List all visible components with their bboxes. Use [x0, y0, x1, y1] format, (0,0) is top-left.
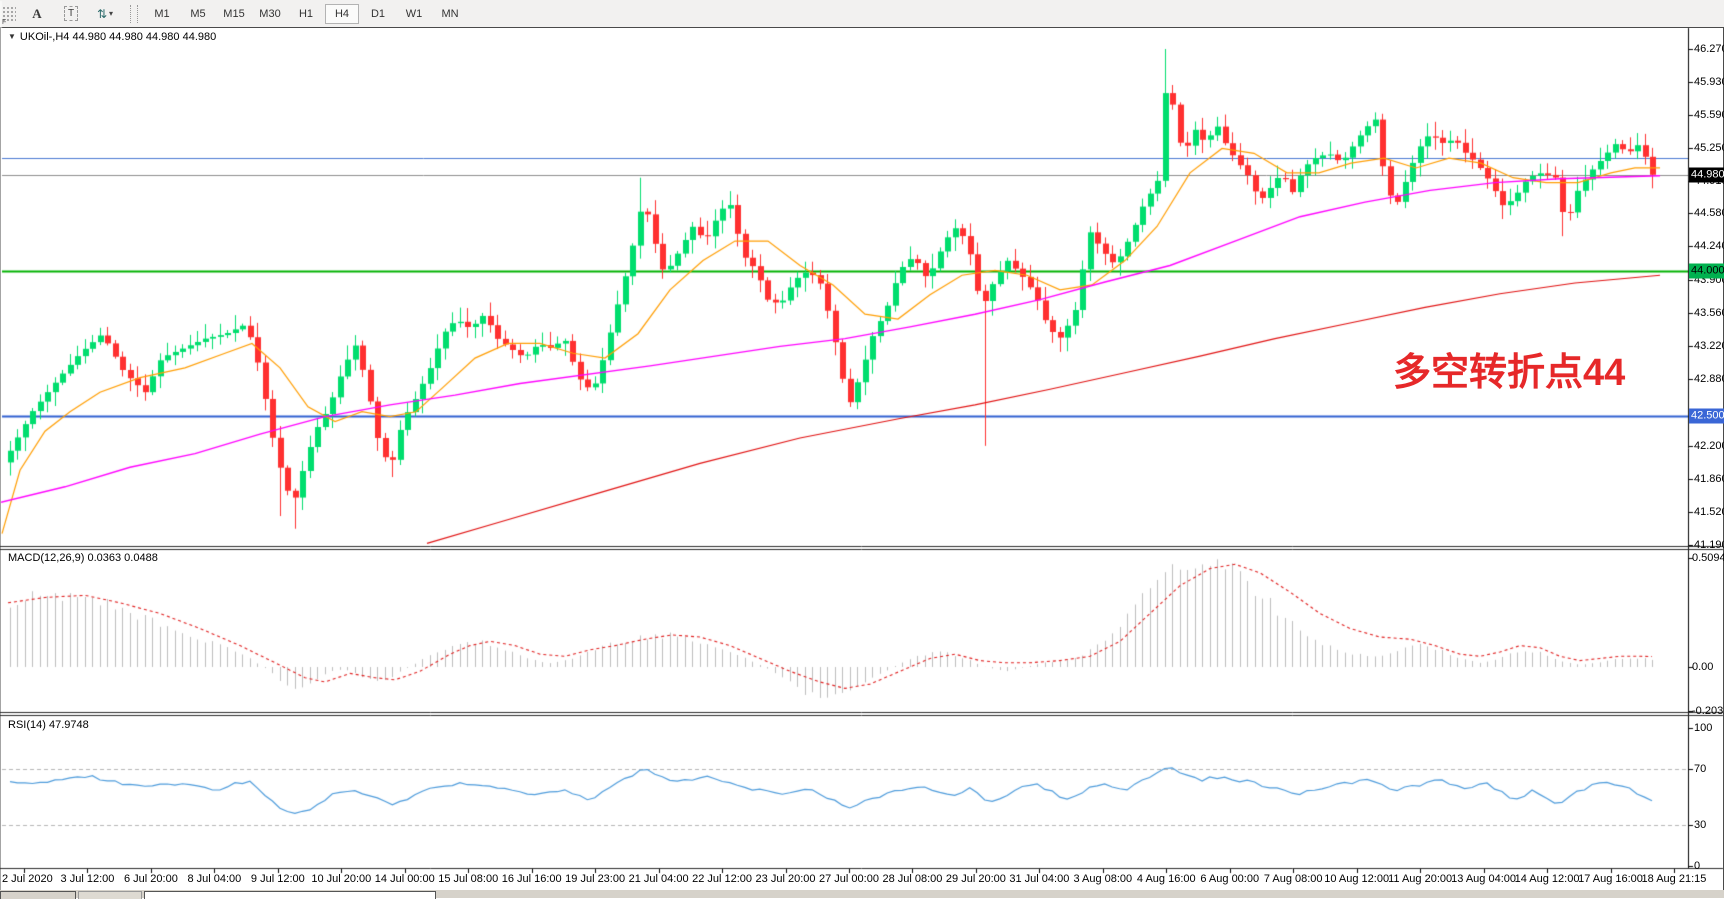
- time-axis-label: 10 Jul 20:00: [311, 873, 372, 885]
- rsi-axis-label: 100: [1694, 722, 1713, 734]
- chart-annotation-text: 多空转折点44: [1393, 352, 1626, 394]
- time-axis-label: 31 Jul 04:00: [1009, 873, 1070, 885]
- price-axis-label: 44.240: [1694, 240, 1724, 252]
- macd-indicator-label: MACD(12,26,9) 0.0363 0.0488: [8, 552, 158, 564]
- chart-tab[interactable]: [0, 891, 76, 899]
- rsi-axis-label: 30: [1694, 819, 1707, 831]
- price-axis-label: 42.200: [1694, 440, 1724, 452]
- rsi-indicator-label: RSI(14) 47.9748: [8, 719, 89, 731]
- price-marker-44.980: 44.980: [1689, 167, 1724, 183]
- time-axis-label: 22 Jul 12:00: [692, 873, 753, 885]
- time-axis-label: 7 Aug 08:00: [1263, 873, 1323, 885]
- time-axis-label: 11 Aug 20:00: [1388, 873, 1453, 885]
- price-axis-label: 43.560: [1694, 307, 1724, 319]
- time-axis-label: 10 Aug 12:00: [1324, 873, 1390, 885]
- collapse-arrow-icon[interactable]: ▼: [8, 32, 16, 41]
- time-axis-label: 13 Aug 04:00: [1451, 873, 1516, 885]
- price-marker-44.000: 44.000: [1689, 263, 1724, 279]
- chart-symbol-title: ▼ UKOil-,H4 44.980 44.980 44.980 44.980: [8, 31, 216, 43]
- time-axis-label: 6 Jul 20:00: [123, 873, 178, 885]
- time-axis-label: 27 Jul 00:00: [819, 873, 879, 885]
- time-axis-label: 6 Aug 00:00: [1200, 873, 1260, 885]
- rsi-axis-label: 0: [1694, 860, 1701, 872]
- time-axis-label: 3 Aug 08:00: [1073, 873, 1133, 885]
- time-axis-label: 2 Jul 2020: [2, 873, 53, 885]
- time-axis-label: 9 Jul 12:00: [250, 873, 305, 885]
- chart-tabs-strip[interactable]: [0, 890, 1724, 899]
- time-axis-label: 18 Aug 21:15: [1641, 873, 1707, 885]
- time-axis-label: 14 Aug 12:00: [1514, 873, 1580, 885]
- rsi-axis-label: 70: [1694, 763, 1707, 775]
- time-axis-label: 4 Aug 16:00: [1136, 873, 1196, 885]
- macd-axis-label: 0.00: [1692, 661, 1714, 673]
- time-axis-label: 23 Jul 20:00: [755, 873, 816, 885]
- price-axis-label: 45.250: [1694, 142, 1724, 154]
- chart-tab[interactable]: [78, 891, 142, 899]
- chart-tab[interactable]: [144, 891, 436, 899]
- time-axis-label: 28 Jul 08:00: [882, 873, 943, 885]
- time-axis-label: 15 Jul 08:00: [438, 873, 499, 885]
- price-axis-label: 44.580: [1694, 207, 1724, 219]
- price-axis-label: 46.270: [1694, 43, 1724, 55]
- time-axis-label: 17 Aug 16:00: [1578, 873, 1643, 885]
- price-axis-label: 41.860: [1694, 473, 1724, 485]
- macd-axis-label: 0.5094: [1692, 552, 1724, 564]
- price-axis-label: 41.520: [1694, 506, 1724, 518]
- price-axis-label: 45.590: [1694, 109, 1724, 121]
- time-axis-label: 16 Jul 16:00: [501, 873, 562, 885]
- time-axis-label: 14 Jul 00:00: [374, 873, 435, 885]
- time-axis-label: 8 Jul 04:00: [187, 873, 242, 885]
- macd-axis-label: -0.2032: [1692, 705, 1724, 717]
- price-axis-label: 42.880: [1694, 373, 1724, 385]
- time-axis-label: 19 Jul 23:00: [565, 873, 626, 885]
- price-axis-label: 43.220: [1694, 340, 1724, 352]
- time-axis-label: 29 Jul 20:00: [945, 873, 1006, 885]
- price-marker-42.500: 42.500: [1689, 408, 1724, 424]
- price-axis-label: 41.190: [1694, 539, 1724, 551]
- ohlc-readout: UKOil-,H4 44.980 44.980 44.980 44.980: [19, 31, 217, 43]
- time-axis-label: 3 Jul 12:00: [60, 873, 115, 885]
- time-axis-label: 21 Jul 04:00: [628, 873, 689, 885]
- price-axis-label: 45.930: [1694, 76, 1724, 88]
